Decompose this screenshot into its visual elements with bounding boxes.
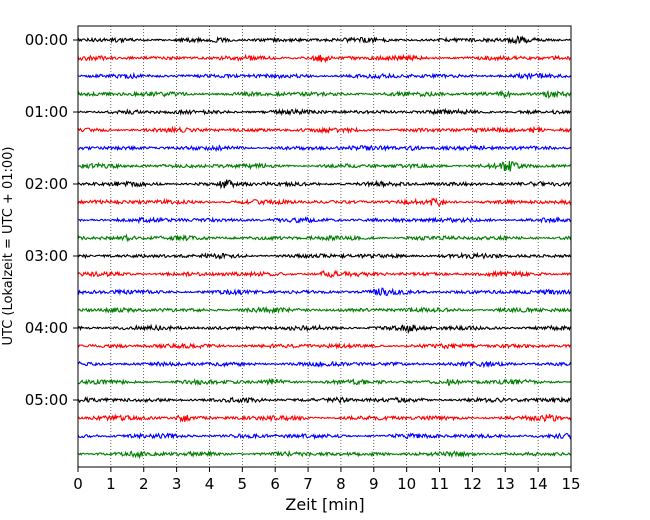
x-tick-label: 3 — [172, 475, 182, 493]
x-tick-label: 14 — [529, 475, 548, 493]
seismic-trace — [77, 144, 572, 152]
y-tick-label: 03:00 — [25, 247, 68, 265]
seismic-trace — [77, 53, 572, 64]
seismic-trace — [77, 35, 572, 45]
seismic-trace — [77, 125, 572, 135]
x-tick-label: 13 — [496, 475, 515, 493]
seismic-trace — [77, 160, 572, 172]
seismic-trace — [77, 89, 572, 100]
y-tick-label: 02:00 — [25, 175, 68, 193]
seismic-trace — [77, 449, 572, 460]
seismic-trace — [77, 413, 572, 423]
seismic-trace — [77, 233, 572, 243]
seismic-trace — [77, 360, 572, 369]
seismic-trace — [77, 71, 572, 81]
trace-layer — [77, 35, 572, 460]
seismic-trace — [77, 395, 572, 405]
seismic-trace — [77, 107, 572, 117]
seismic-trace — [77, 197, 572, 207]
x-tick-label: 5 — [238, 475, 248, 493]
y-axis-title: UTC (Lokalzeit = UTC + 01:00) — [1, 147, 16, 346]
seismic-trace — [77, 377, 572, 386]
seismic-trace — [77, 287, 572, 297]
x-tick-label: 2 — [139, 475, 149, 493]
seismic-trace — [77, 216, 572, 225]
x-tick-label: 8 — [336, 475, 346, 493]
x-tick-label: 6 — [270, 475, 280, 493]
seismic-trace — [77, 342, 572, 350]
tick-layer: 0 1 2 3 4 5 6 7 8 9 10 11 12 13 14 1500:0001:0002:0003:… — [25, 31, 581, 493]
x-tick-label: 7 — [303, 475, 313, 493]
x-tick-label: 4 — [205, 475, 215, 493]
x-tick-label: 9 — [369, 475, 379, 493]
y-tick-label: 01:00 — [25, 103, 68, 121]
x-tick-label: 10 — [397, 475, 416, 493]
x-axis-title: Zeit [min] — [285, 495, 364, 514]
y-tick-label: 05:00 — [25, 391, 68, 409]
y-tick-label: 04:00 — [25, 319, 68, 337]
x-tick-label: 11 — [430, 475, 449, 493]
seismic-trace — [77, 323, 572, 335]
y-tick-label: 00:00 — [25, 31, 68, 49]
x-tick-label: 0 — [73, 475, 83, 493]
x-tick-label: 12 — [463, 475, 482, 493]
x-tick-label: 1 — [106, 475, 116, 493]
seismic-trace — [77, 432, 572, 441]
seismic-trace — [77, 251, 572, 260]
seismic-trace — [77, 179, 572, 190]
plot-frame — [77, 25, 572, 468]
seismic-trace — [77, 305, 572, 315]
x-tick-label: 15 — [561, 475, 580, 493]
seismic-trace — [77, 269, 572, 279]
